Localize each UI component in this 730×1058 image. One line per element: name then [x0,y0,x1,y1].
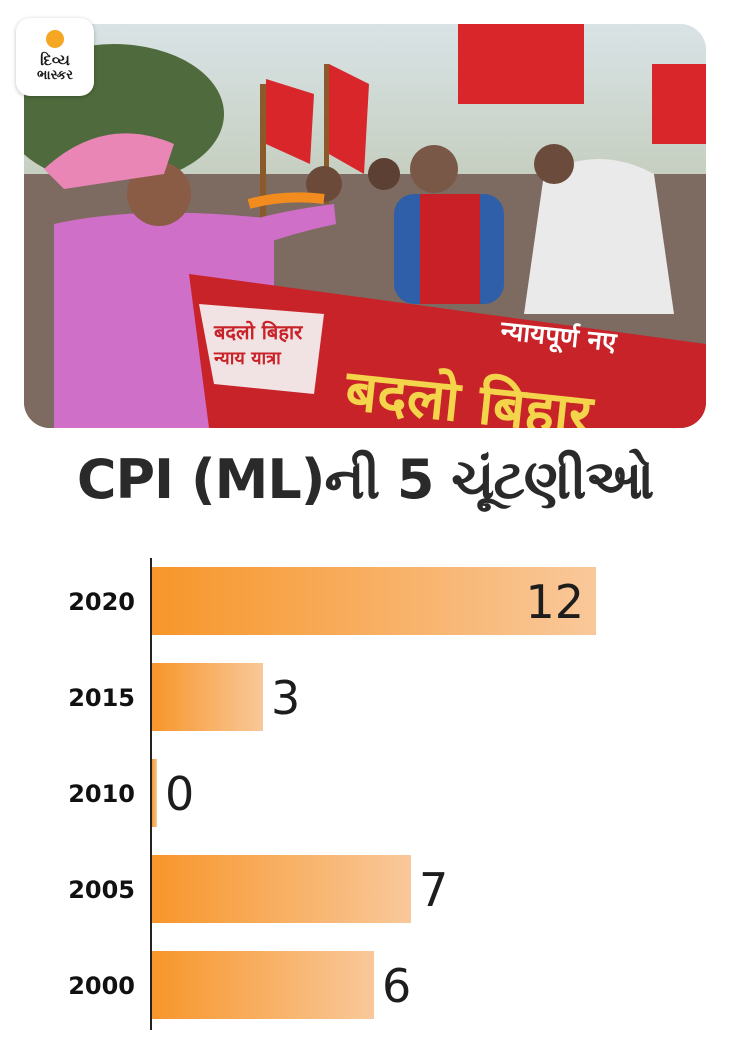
bar [152,759,157,827]
divya-bhaskar-logo: દિવ્ય ભાસ્કર [16,18,94,96]
banner-badge-subtext: न्याय यात्रा [213,348,282,369]
bar [152,663,263,731]
category-label: 2000 [68,972,135,1000]
bars-group: 2020 12 2015 3 2010 0 2005 7 2000 6 [68,567,596,1019]
banner-badge-text: बदलो बिहार [213,320,303,344]
category-label: 2015 [68,684,135,712]
value-label: 7 [419,863,448,917]
bar [152,855,411,923]
rally-illustration: बदलो बिहार न्याय यात्रा न्यायपूर्ण नए बद… [24,24,706,428]
category-label: 2020 [68,588,135,616]
value-label: 3 [271,671,300,725]
value-label: 6 [382,959,411,1013]
bar [152,951,374,1019]
bar-chart: 2020 12 2015 3 2010 0 2005 7 2000 6 [68,558,596,1030]
category-label: 2010 [68,780,135,808]
sun-icon [46,30,64,48]
logo-text-line2: ભાસ્કર [37,68,73,83]
value-label: 0 [165,767,194,821]
category-label: 2005 [68,876,135,904]
rally-photo: बदलो बिहार न्याय यात्रा न्यायपूर्ण नए बद… [24,24,706,428]
value-label: 12 [525,575,584,629]
chart-title: CPI (ML)ની 5 ચૂંટણીઓ [76,448,654,511]
bar [152,567,596,635]
logo-text-line1: દિવ્ય [40,51,70,69]
